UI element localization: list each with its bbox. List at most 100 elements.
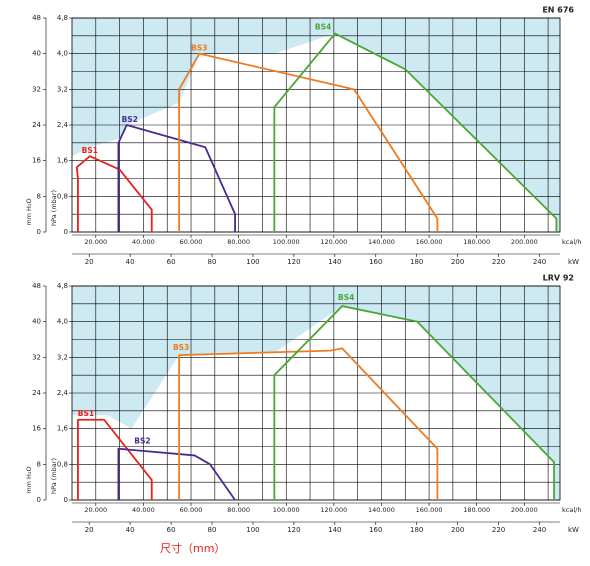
y-tick-label: 32 [32,85,41,93]
x-tick-label: 180.000 [463,238,490,246]
x-tick-label: 200.000 [511,506,538,514]
y2-tick-label: 4,8 [57,282,68,290]
series-label: BS2 [122,115,138,124]
y2-tick-label: 4,0 [57,318,68,326]
shaded-region [72,306,555,500]
x2-tick-label: 100 [246,258,259,266]
x2-tick-label: 100 [246,526,259,534]
y-tick-label: 24 [32,121,41,129]
series-line [117,124,236,232]
x2-tick-label: 60 [167,258,176,266]
x2-tick-label: 160 [369,526,382,534]
x2-tick-label: 40 [126,258,135,266]
y-tick-label: 16 [32,425,41,433]
x-tick-label: 60.000 [180,238,203,246]
series-line [178,52,439,232]
shaded-region [72,33,557,232]
y2-tick-label: 2,4 [57,389,69,397]
y2-axis-label: hPa (mbar) [50,458,58,494]
x2-tick-label: 240 [533,258,546,266]
series-label: BS3 [173,343,189,352]
chart-title: EN 676 [542,6,574,15]
x-tick-label: 180.000 [463,506,490,514]
y-tick-label: 24 [32,389,41,397]
y2-tick-label: 0,8 [57,460,68,468]
x-axis-label: kcal/h [562,238,581,246]
y2-tick-label: 3,2 [57,353,68,361]
x-tick-label: 80.000 [227,506,250,514]
x2-tick-label: 20 [85,526,94,534]
x-tick-label: 20.000 [84,506,107,514]
x-tick-label: 20.000 [84,238,107,246]
x2-tick-label: 120 [287,258,300,266]
series-label: BS1 [82,146,98,155]
x-tick-label: 140.000 [368,506,395,514]
x2-tick-label: 120 [287,526,300,534]
series-line [273,305,555,500]
y-tick-label: 40 [32,318,41,326]
y2-tick-label: 4,8 [57,14,68,22]
x-axis-label: kcal/h [562,506,581,514]
caption: 尺寸（mm） [160,541,225,555]
y-tick-label: 0 [37,228,41,236]
y2-tick-label: 4,0 [57,50,68,58]
x2-tick-label: 180 [410,258,423,266]
x2-tick-label: 220 [492,258,505,266]
x2-tick-label: 160 [369,258,382,266]
x2-tick-label: 140 [328,526,341,534]
x-tick-label: 140.000 [368,238,395,246]
x2-tick-label: 80 [208,526,217,534]
x2-tick-label: 80 [208,258,217,266]
x-tick-label: 40.000 [132,238,155,246]
x-tick-label: 160.000 [416,506,443,514]
y2-tick-label: 1,6 [57,157,69,165]
y-tick-label: 8 [37,192,41,200]
x-tick-label: 200.000 [511,238,538,246]
series-line [77,418,153,500]
series-label: BS4 [315,23,331,32]
series-line [273,32,558,232]
y-tick-label: 32 [32,353,41,361]
y-axis-label: mm H₂O [25,198,33,225]
x-tick-label: 120.000 [320,506,347,514]
y2-axis-label: hPa (mbar) [50,190,58,226]
x2-tick-label: 60 [167,526,176,534]
chart-title: LRV 92 [543,274,574,283]
series-line [178,347,439,500]
series-line [75,155,153,232]
y-tick-label: 8 [37,460,41,468]
series-label: BS4 [338,293,354,302]
x2-tick-label: 20 [85,258,94,266]
y2-tick-label: 0 [64,228,68,236]
series-label: BS3 [191,44,207,53]
x-tick-label: 120.000 [320,238,347,246]
y-tick-label: 40 [32,50,41,58]
x-tick-label: 80.000 [227,238,250,246]
x-tick-label: 100.000 [273,238,300,246]
x2-axis-label: kW [568,526,579,534]
y-tick-label: 0 [37,496,41,504]
series-label: BS1 [78,409,94,418]
x2-tick-label: 220 [492,526,505,534]
y2-tick-label: 2,4 [57,121,69,129]
y-tick-label: 48 [32,14,41,22]
y2-tick-label: 3,2 [57,85,68,93]
x-tick-label: 160.000 [416,238,443,246]
series-line [117,447,236,501]
y2-tick-label: 0 [64,496,68,504]
y-axis-label: mm H₂O [25,466,33,493]
y2-tick-label: 1,6 [57,425,69,433]
y-tick-label: 48 [32,282,41,290]
x2-tick-label: 240 [533,526,546,534]
x-tick-label: 100.000 [273,506,300,514]
y2-tick-label: 0,8 [57,192,68,200]
x-tick-label: 40.000 [132,506,155,514]
series-label: BS2 [134,437,150,446]
x2-tick-label: 200 [451,526,464,534]
x-tick-label: 60.000 [180,506,203,514]
x2-tick-label: 140 [328,258,341,266]
x2-tick-label: 40 [126,526,135,534]
x2-tick-label: 200 [451,258,464,266]
